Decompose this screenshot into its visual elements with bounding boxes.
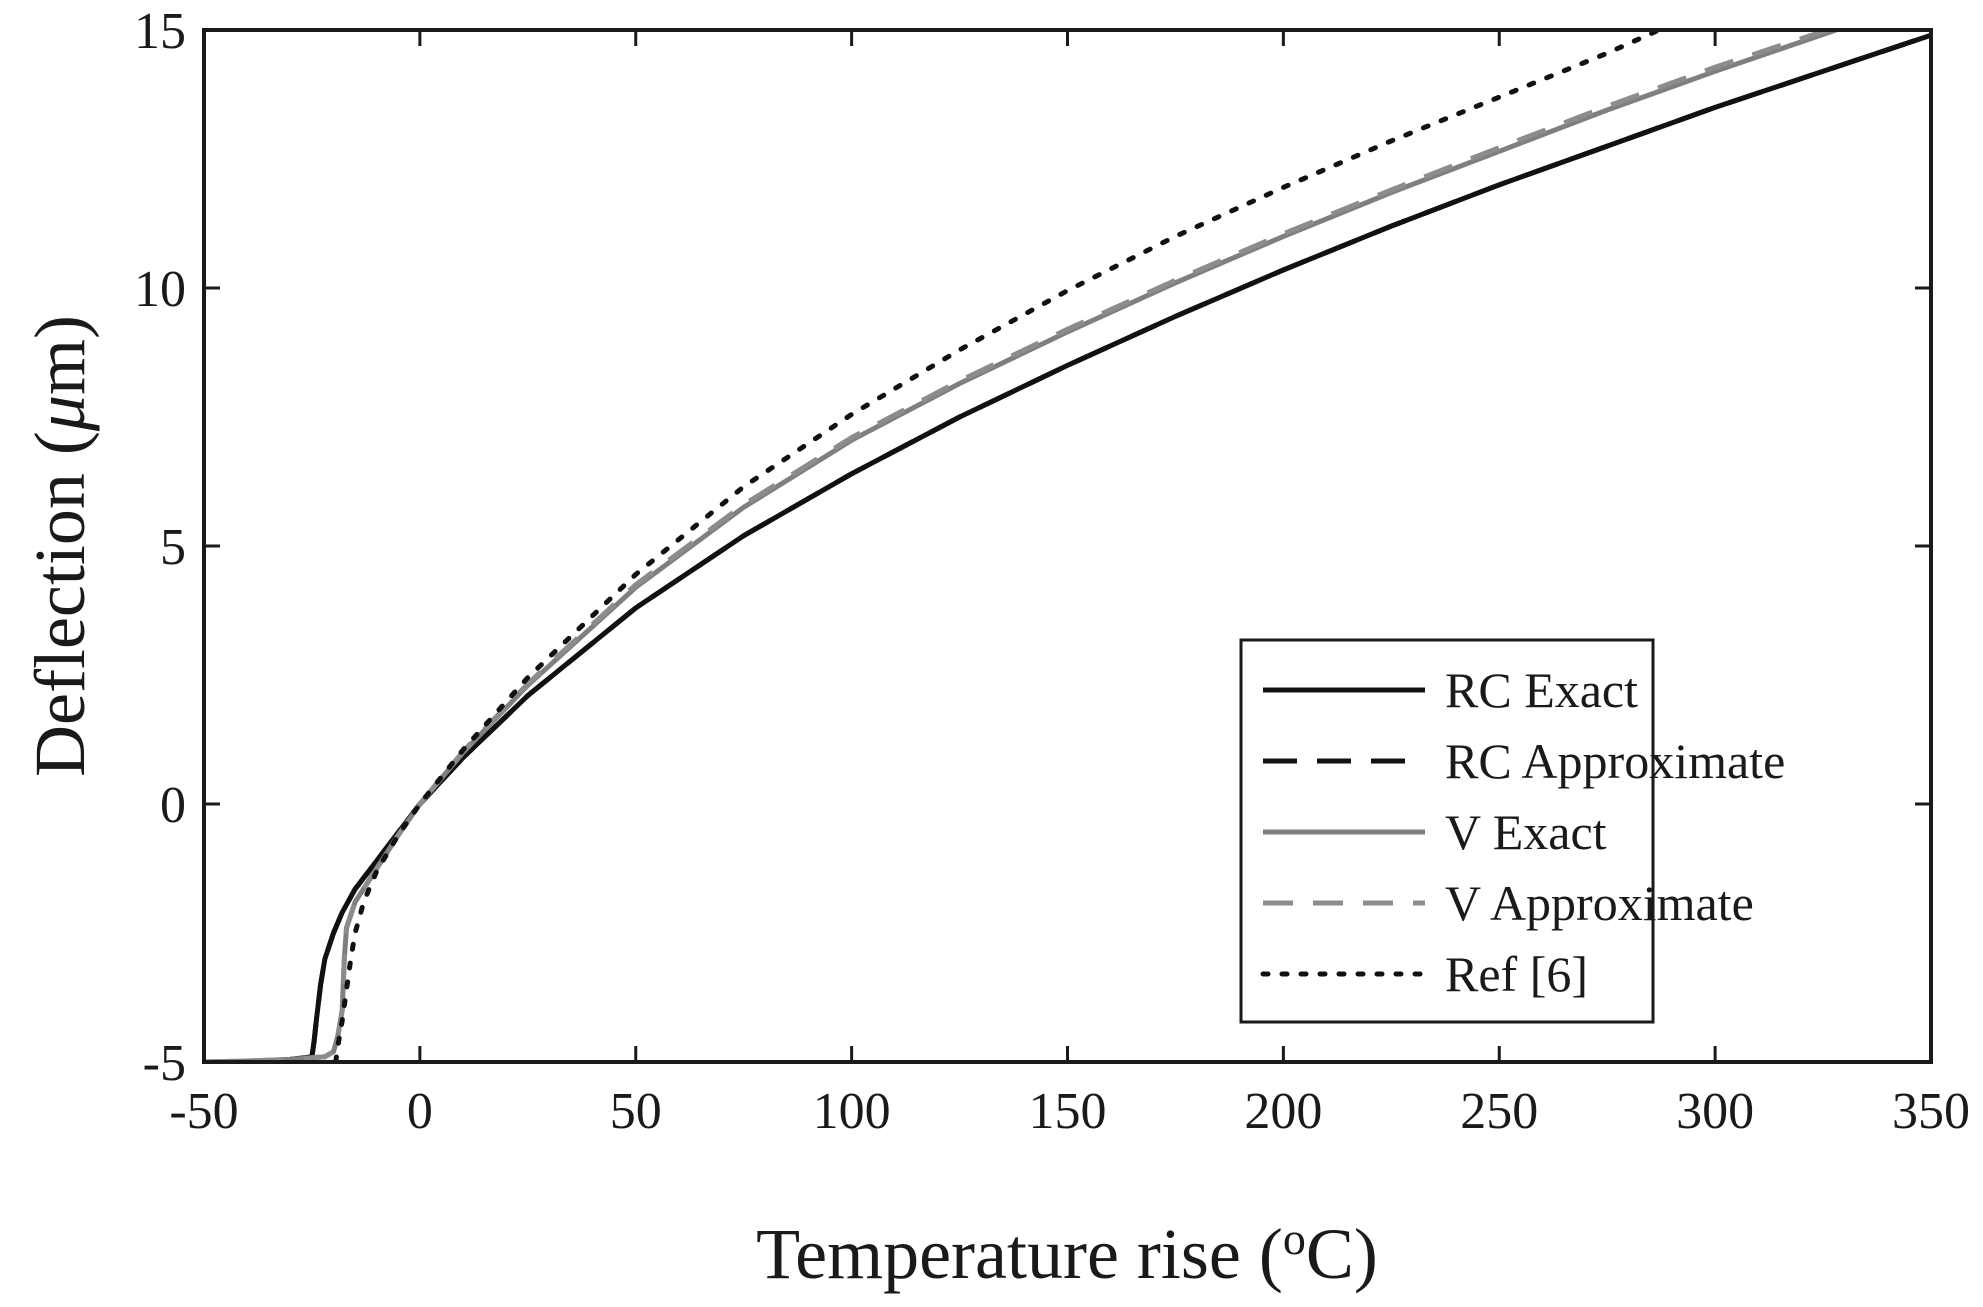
series-layer: [204, 30, 1931, 1062]
legend-items: RC Exact RC Approximate V Exact V Approxima…: [1260, 662, 1785, 1002]
legend-label: RC Exact: [1445, 662, 1638, 718]
legend-label: V Approximate: [1445, 875, 1754, 931]
legend-label: RC Approximate: [1445, 733, 1785, 789]
x-tick-label: -50: [169, 1083, 238, 1140]
y-tick-label: 5: [160, 519, 186, 576]
series-line-ref-6: [333, 30, 1662, 1062]
legend: RC Exact RC Approximate V Exact V Approxima…: [1239, 638, 1785, 1024]
y-tick-label: 15: [134, 3, 186, 60]
x-tick-label: 200: [1244, 1083, 1322, 1140]
legend-label: V Exact: [1445, 804, 1607, 860]
x-tick-label: 100: [813, 1083, 891, 1140]
x-tick-label: 350: [1892, 1083, 1970, 1140]
legend-label: Ref [6]: [1445, 946, 1588, 1002]
x-tick-label: 250: [1460, 1083, 1538, 1140]
x-axis-title: Temperature rise (oC): [756, 1213, 1378, 1294]
x-tick-label: 300: [1676, 1083, 1754, 1140]
x-tick-label: 0: [407, 1083, 433, 1140]
series-line-rc-approximate: [204, 32, 1931, 1062]
y-axis-title: Deflection (μm): [20, 315, 100, 777]
y-tick-label: -5: [143, 1035, 186, 1092]
y-tick-label: 0: [160, 777, 186, 834]
y-tick-label: 10: [134, 261, 186, 318]
x-tick-label: 50: [610, 1083, 662, 1140]
x-tick-label: 150: [1029, 1083, 1107, 1140]
